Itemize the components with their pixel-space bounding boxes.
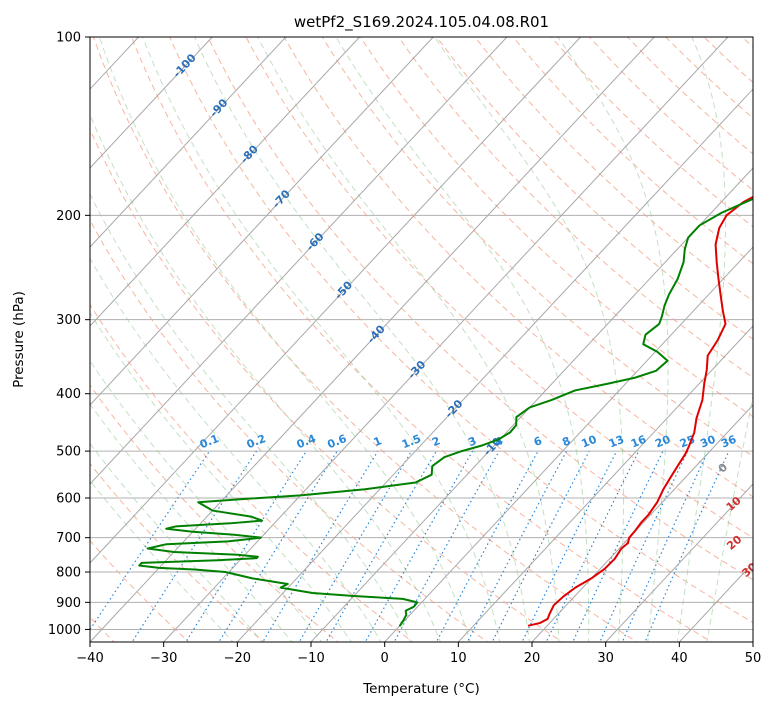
isotherm--30 <box>163 37 729 642</box>
mixing-ratio-line-1 <box>131 450 257 642</box>
moist-adiabat-4 <box>90 193 412 642</box>
y-tick-label: 300 <box>56 313 81 328</box>
plot-frame <box>89 36 754 643</box>
isotherm--50 <box>90 37 581 564</box>
isotherm--70 <box>90 37 434 406</box>
y-tick-label: 400 <box>56 387 81 402</box>
dry-adiabat-120 <box>436 37 753 340</box>
x-tick-label: 30 <box>597 651 614 666</box>
isotherm--20 <box>236 88 753 642</box>
dry-adiabat--30 <box>90 539 190 642</box>
temperature-line <box>527 195 753 627</box>
moist-adiabat-28 <box>335 37 590 642</box>
y-tick-label: 100 <box>56 31 81 46</box>
x-tick-label: −40 <box>76 651 103 666</box>
mixing-ratio-label: 20 <box>653 433 672 451</box>
mixing-ratio-line-5 <box>298 450 413 642</box>
isotherm-10 <box>457 325 753 642</box>
y-tick-label: 900 <box>56 596 81 611</box>
moist-adiabat--8 <box>90 360 323 642</box>
dry-adiabat-20 <box>90 128 564 642</box>
x-axis-ticks: −40 −30 −20 −10 0 10 20 30 40 50 <box>76 642 761 666</box>
dry-adiabat-40 <box>131 37 713 642</box>
x-tick-label: −20 <box>224 651 251 666</box>
isotherm-0 <box>384 246 753 642</box>
isotherm--60 <box>90 37 508 485</box>
y-tick-label: 800 <box>56 566 81 581</box>
mixing-ratio-line-16 <box>621 450 709 642</box>
isotherm--100 <box>90 37 213 169</box>
mixing-ratio-label: 13 <box>607 433 626 451</box>
moist-adiabat-16 <box>142 37 501 642</box>
moist-adiabat-44 <box>706 393 753 642</box>
mixing-ratio-line-2 <box>185 450 307 642</box>
isotherm--90 <box>90 37 287 248</box>
plot-area: -100-90-80-70-60-50-40-30-20-100.1 0.2 0.4… <box>90 37 753 642</box>
moist-adiabat-8 <box>90 113 441 642</box>
x-tick-label: 20 <box>524 651 541 666</box>
y-tick-label: 500 <box>56 445 81 460</box>
dry-adiabat-10 <box>90 219 489 642</box>
chart-title: wetPf2_S169.2024.105.04.08.R01 <box>294 13 549 32</box>
mixing-ratio-label: 2 <box>430 434 442 449</box>
isotherm--40 <box>90 37 655 642</box>
x-tick-label: 40 <box>671 651 688 666</box>
mixing-ratio-label: 3 <box>466 434 478 449</box>
x-tick-label: 10 <box>450 651 467 666</box>
y-tick-label: 200 <box>56 209 81 224</box>
dry-adiabat-70 <box>245 37 753 539</box>
moist-adiabat-32 <box>434 37 624 642</box>
mixing-ratio-line-3 <box>218 450 338 642</box>
isotherm-20 <box>531 404 753 642</box>
mixing-ratio-label: 1 <box>372 434 384 449</box>
mixing-ratio-line-6 <box>325 450 437 642</box>
mixing-ratio-label: 36 <box>719 433 738 451</box>
x-tick-label: −30 <box>150 651 177 666</box>
x-axis-title: Temperature (°C) <box>362 681 480 697</box>
dry-adiabat-60 <box>207 37 753 581</box>
y-tick-label: 1000 <box>48 623 81 638</box>
mixing-ratio-label: 8 <box>560 434 572 449</box>
x-tick-label: −10 <box>297 651 324 666</box>
moist-adiabat-0 <box>90 257 382 642</box>
dewpoint-line <box>138 197 753 627</box>
y-axis-title: Pressure (hPa) <box>11 291 27 388</box>
mixing-ratio-line-10 <box>466 450 568 642</box>
mixing-ratio-label: 16 <box>629 433 648 451</box>
mixing-ratio-line-0 <box>90 450 211 631</box>
moist-adiabat--4 <box>90 312 352 642</box>
isotherm--10 <box>310 167 753 642</box>
y-tick-label: 700 <box>56 531 81 546</box>
isotherm-lines <box>90 37 753 642</box>
dry-adiabat-50 <box>169 37 753 624</box>
isotherm--80 <box>90 37 360 327</box>
profile-series <box>138 195 753 627</box>
dry-adiabat--20 <box>90 462 265 642</box>
moist-adiabat-40 <box>676 37 727 642</box>
isotherm-30 <box>605 483 753 642</box>
x-tick-label: 50 <box>745 651 762 666</box>
mixing-ratio-label: 30 <box>698 433 717 451</box>
moist-adiabat-12 <box>98 37 471 642</box>
mixing-ratio-line-4 <box>262 450 379 642</box>
y-tick-label: 600 <box>56 492 81 507</box>
y-axis-ticks: 100 200 300 400 500 600 700 800 900 1000 <box>48 31 90 638</box>
moist-adiabat--12 <box>90 403 293 642</box>
mixing-ratio-label: 10 <box>580 433 599 451</box>
mixing-ratio-line-15 <box>599 450 689 642</box>
mixing-ratio-line-11 <box>491 450 590 642</box>
x-tick-label: 0 <box>381 651 389 666</box>
